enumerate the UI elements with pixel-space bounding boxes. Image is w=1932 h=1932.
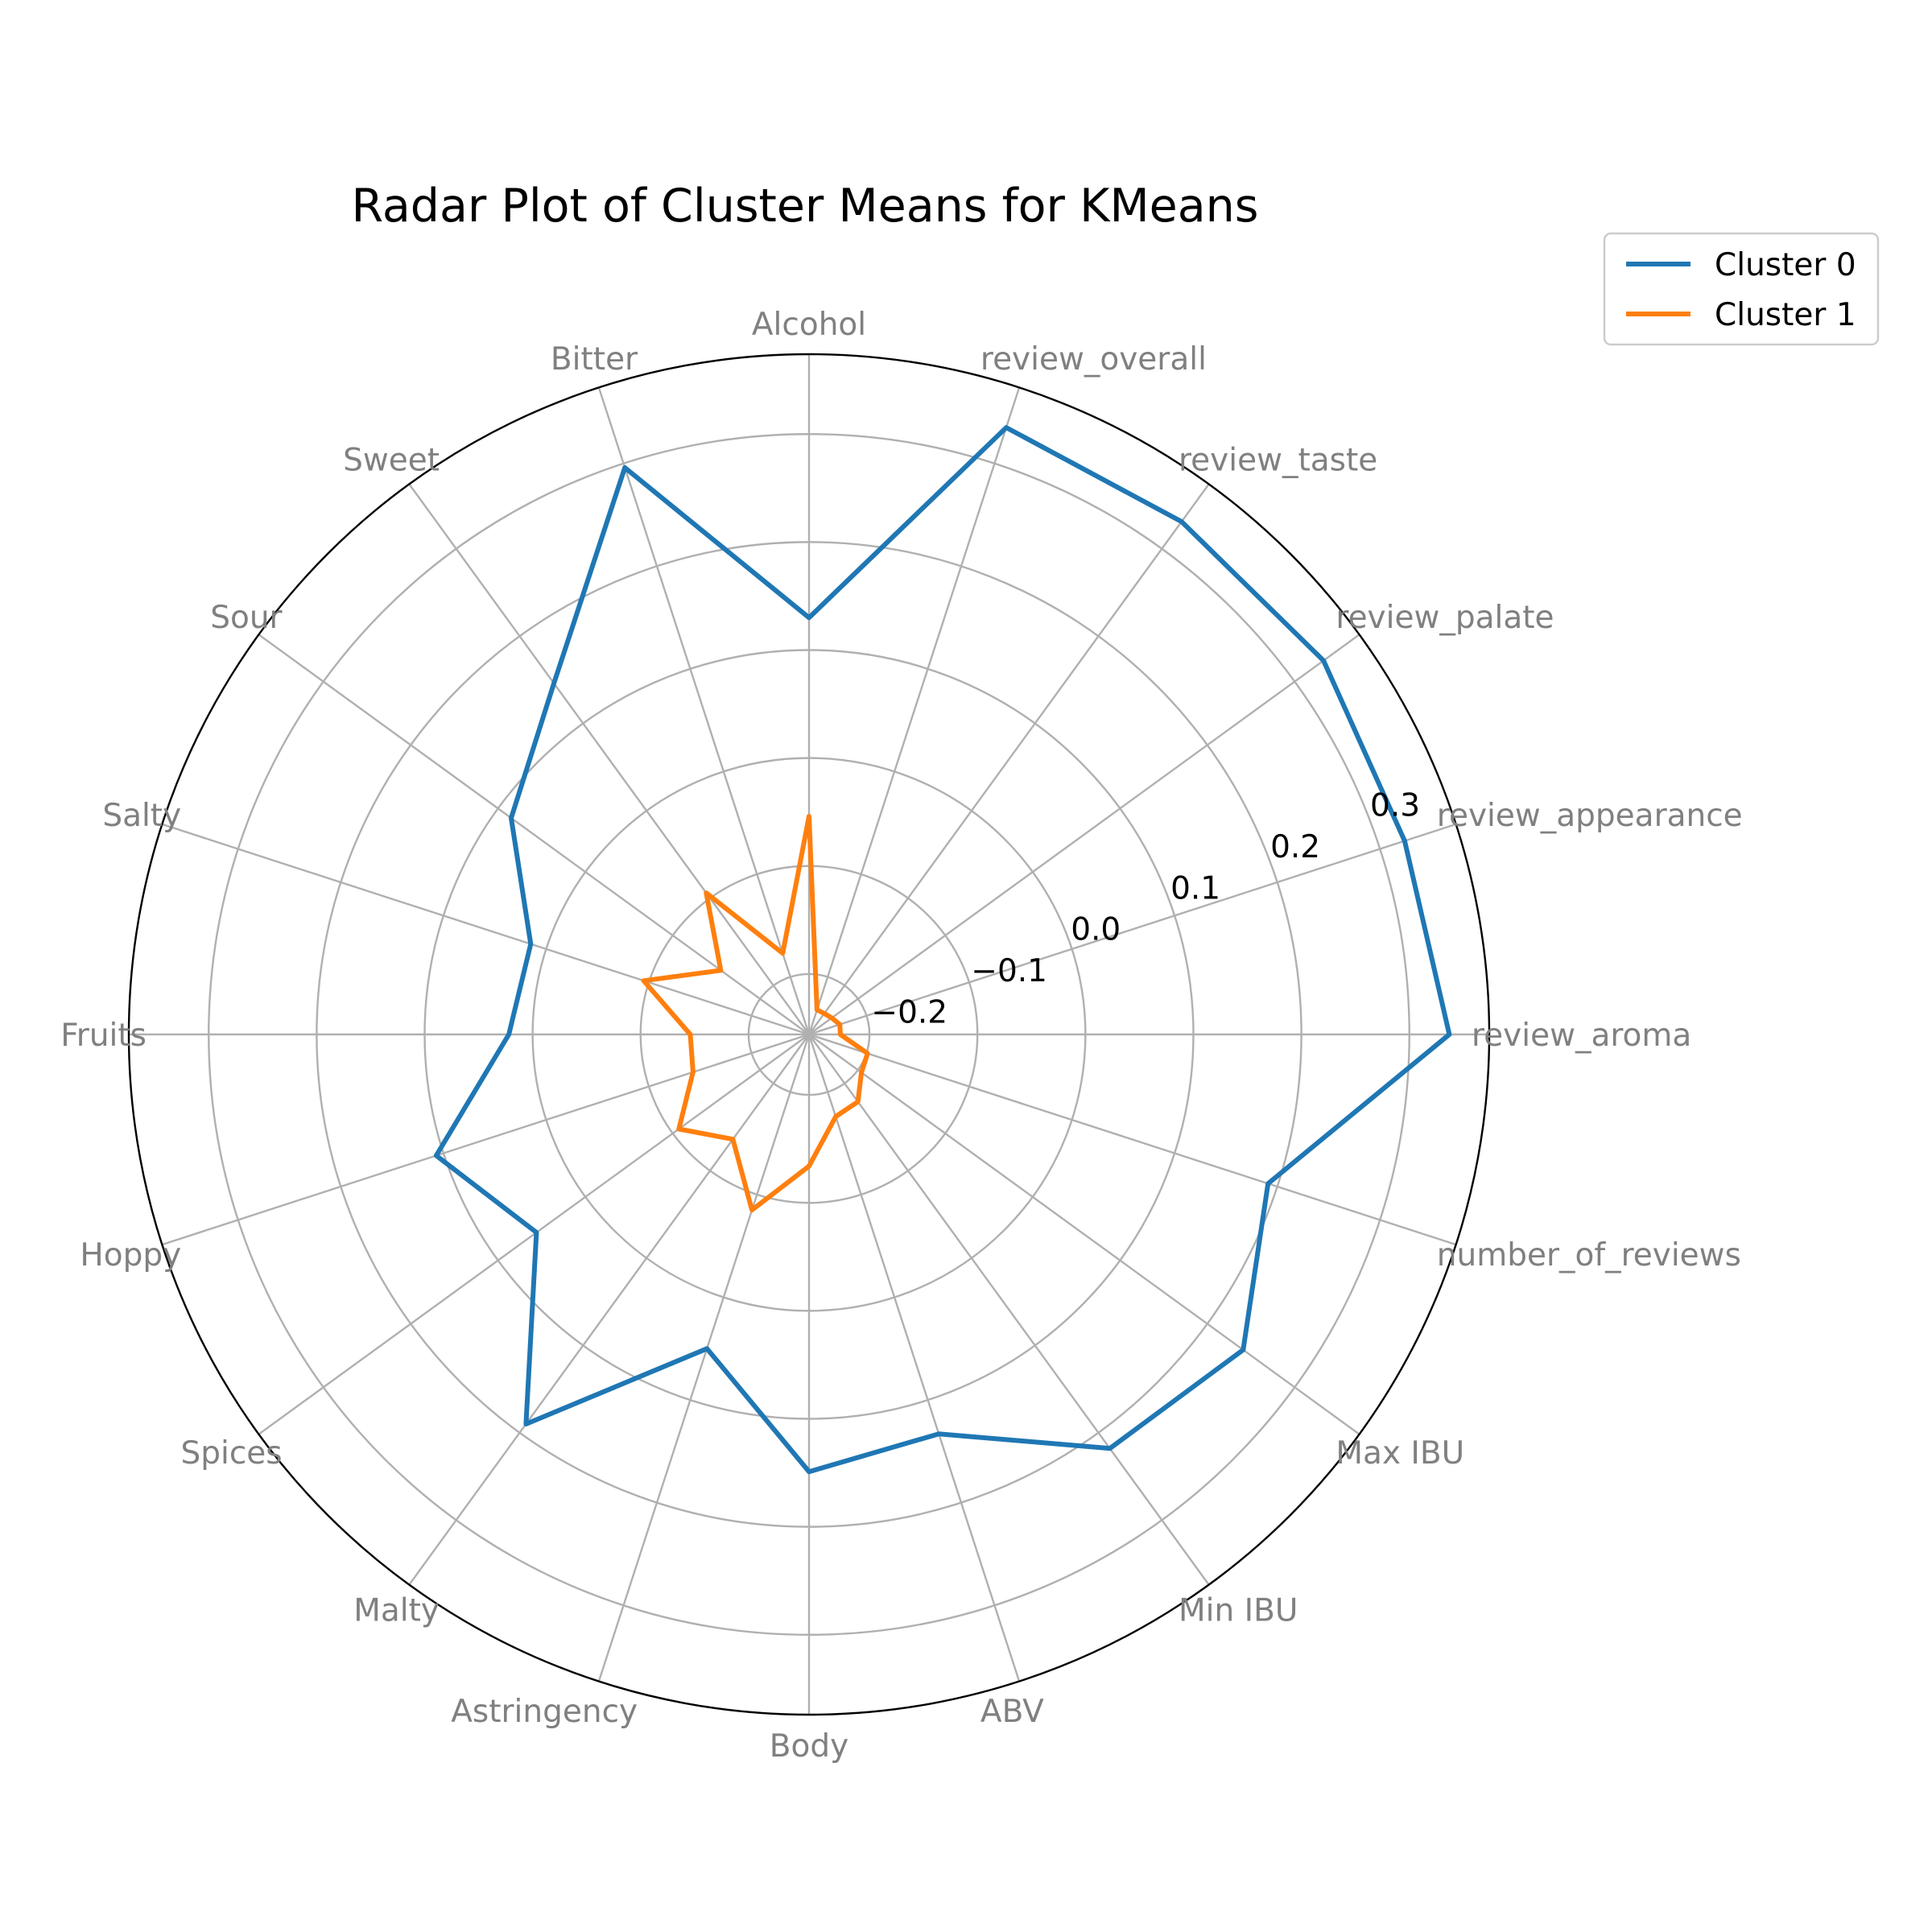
category-label-sweet: Sweet bbox=[343, 443, 440, 479]
radar-spokes bbox=[129, 354, 1489, 1715]
series-line-cluster-1 bbox=[641, 814, 870, 1213]
category-label-review-appearance: review_appearance bbox=[1437, 798, 1743, 834]
category-label-sour: Sour bbox=[210, 600, 283, 636]
spoke-hoppy bbox=[161, 1033, 810, 1246]
r-tick-label-4: 0.2 bbox=[1270, 829, 1320, 865]
category-label-review-palate: review_palate bbox=[1335, 600, 1554, 636]
category-label-malty: Malty bbox=[353, 1592, 440, 1629]
r-tick-label-3: 0.1 bbox=[1170, 870, 1220, 906]
spoke-bitter bbox=[597, 386, 811, 1035]
legend-label-cluster-0: Cluster 0 bbox=[1715, 247, 1856, 283]
legend: Cluster 0 Cluster 1 bbox=[1603, 232, 1880, 346]
category-label-max-ibu: Max IBU bbox=[1335, 1435, 1464, 1472]
radar-series bbox=[433, 425, 1452, 1475]
spoke-spices bbox=[258, 1034, 810, 1435]
spoke-astringency bbox=[597, 1034, 811, 1682]
r-tick-label-1: −0.1 bbox=[971, 953, 1047, 989]
spoke-salty bbox=[161, 823, 810, 1036]
spoke-review-appearance bbox=[808, 823, 1457, 1036]
radar-frame bbox=[127, 353, 1491, 1716]
category-label-body: Body bbox=[770, 1728, 848, 1765]
category-label-review-taste: review_taste bbox=[1179, 443, 1377, 479]
spoke-min-ibu bbox=[808, 1034, 1210, 1586]
series-line-cluster-0 bbox=[433, 425, 1452, 1475]
legend-frame bbox=[1603, 232, 1880, 346]
category-label-salty: Salty bbox=[102, 798, 181, 834]
category-label-review-aroma: review_aroma bbox=[1472, 1018, 1691, 1054]
category-label-spices: Spices bbox=[180, 1435, 282, 1472]
spoke-number-of-reviews bbox=[808, 1033, 1457, 1246]
category-label-abv: ABV bbox=[980, 1694, 1044, 1730]
category-label-bitter: Bitter bbox=[551, 341, 638, 378]
category-label-astringency: Astringency bbox=[451, 1694, 638, 1730]
legend-label-cluster-1: Cluster 1 bbox=[1715, 297, 1856, 333]
r-tick-label-0: −0.2 bbox=[871, 994, 947, 1030]
chart-title: Radar Plot of Cluster Means for KMeans bbox=[352, 180, 1259, 233]
category-label-hoppy: Hoppy bbox=[80, 1237, 181, 1274]
spoke-abv bbox=[807, 1034, 1021, 1682]
spoke-max-ibu bbox=[808, 1034, 1360, 1435]
r-tick-label-5: 0.3 bbox=[1370, 788, 1420, 824]
radial-tick-labels: −0.2 −0.1 0.0 0.1 0.2 0.3 bbox=[871, 788, 1420, 1031]
category-label-alcohol: Alcohol bbox=[752, 307, 866, 343]
spoke-sweet bbox=[408, 483, 810, 1035]
polar-frame bbox=[127, 353, 1491, 1716]
category-label-min-ibu: Min IBU bbox=[1179, 1592, 1298, 1629]
r-tick-label-2: 0.0 bbox=[1071, 912, 1121, 948]
spoke-review-taste bbox=[808, 483, 1210, 1035]
spoke-review-overall bbox=[807, 386, 1021, 1035]
category-label-number-of-reviews: number_of_reviews bbox=[1437, 1237, 1741, 1274]
spoke-malty bbox=[408, 1034, 810, 1586]
category-label-fruits: Fruits bbox=[60, 1018, 147, 1054]
category-labels: review_aroma review_appearance review_pala… bbox=[60, 307, 1742, 1765]
spoke-review-palate bbox=[808, 634, 1360, 1035]
spoke-sour bbox=[258, 634, 810, 1035]
category-label-review-overall: review_overall bbox=[980, 341, 1207, 378]
